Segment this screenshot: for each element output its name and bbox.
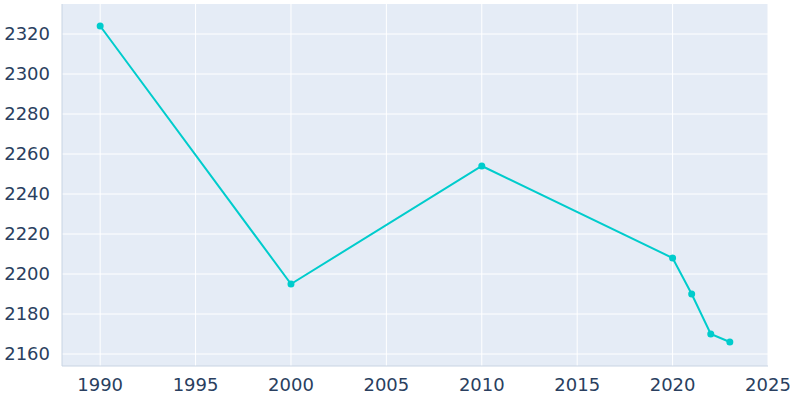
svg-text:2025: 2025 xyxy=(745,374,791,395)
svg-text:2200: 2200 xyxy=(8,263,50,284)
svg-text:1990: 1990 xyxy=(77,374,123,395)
svg-text:2160: 2160 xyxy=(8,343,50,364)
svg-text:2180: 2180 xyxy=(8,303,50,324)
svg-text:2220: 2220 xyxy=(8,223,50,244)
svg-text:2260: 2260 xyxy=(8,143,50,164)
svg-text:2015: 2015 xyxy=(554,374,600,395)
svg-text:2005: 2005 xyxy=(363,374,409,395)
svg-text:2280: 2280 xyxy=(8,103,50,124)
svg-text:2010: 2010 xyxy=(459,374,505,395)
svg-text:2320: 2320 xyxy=(8,23,50,44)
svg-text:1995: 1995 xyxy=(173,374,219,395)
svg-text:2000: 2000 xyxy=(268,374,314,395)
svg-text:2240: 2240 xyxy=(8,183,50,204)
svg-text:2020: 2020 xyxy=(650,374,696,395)
svg-text:2300: 2300 xyxy=(8,63,50,84)
